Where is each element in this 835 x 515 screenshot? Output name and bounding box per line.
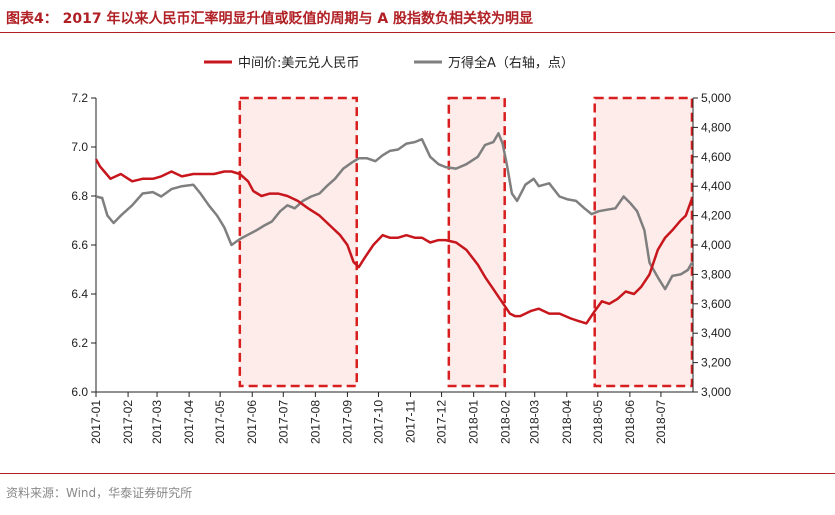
x-tick-label: 2017-10 <box>371 400 385 444</box>
legend-label-cny: 中间价:美元兑人民币 <box>238 56 359 71</box>
right-tick-label: 4,600 <box>701 150 731 164</box>
right-tick-label: 3,600 <box>701 297 731 311</box>
x-tick-label: 2017-11 <box>404 400 418 443</box>
right-tick-label: 4,000 <box>701 238 731 252</box>
x-tick-label: 2017-09 <box>340 400 354 444</box>
legend: 中间价:美元兑人民币 万得全A（右轴，点） <box>204 55 574 71</box>
left-tick-label: 6.8 <box>71 189 88 203</box>
right-tick-label: 4,800 <box>701 120 731 134</box>
x-tick-label: 2018-06 <box>623 400 637 444</box>
right-tick-label: 3,000 <box>701 385 731 399</box>
x-tick-label: 2018-02 <box>499 400 513 444</box>
right-tick-label: 4,400 <box>701 179 731 193</box>
left-tick-label: 7.0 <box>71 140 88 154</box>
right-tick-label: 5,000 <box>701 91 731 105</box>
right-tick-label: 4,200 <box>701 209 731 223</box>
highlight-box-2 <box>447 96 506 388</box>
legend-label-index: 万得全A（右轴，点） <box>448 55 574 71</box>
x-tick-label: 2017-04 <box>182 400 196 444</box>
figure-title: 图表4： 2017 年以来人民币汇率明显升值或贬值的周期与 A 股指数负相关较为… <box>6 11 534 27</box>
source-note: 资料来源：Wind，华泰证券研究所 <box>6 486 193 500</box>
right-tick-label: 3,400 <box>701 326 731 340</box>
tick-labels: 6.0 6.2 6.4 6.6 6.8 7.0 7.2 3,000 3,200 3,400 3,60… <box>71 91 731 444</box>
x-tick-label: 2017-05 <box>213 400 227 444</box>
x-tick-label: 2017-07 <box>276 400 290 444</box>
x-tick-label: 2017-03 <box>150 400 164 444</box>
x-tick-label: 2018-05 <box>591 400 605 444</box>
title-rule <box>0 32 835 33</box>
highlight-box-3 <box>593 96 694 388</box>
left-tick-label: 7.2 <box>71 91 88 105</box>
x-tick-label: 2018-03 <box>528 400 542 444</box>
x-tick-label: 2018-07 <box>654 400 668 444</box>
source-rule <box>0 473 835 474</box>
left-tick-label: 6.2 <box>71 336 88 350</box>
x-tick-label: 2017-08 <box>308 400 322 444</box>
series-line-cny <box>94 158 694 325</box>
highlight-box-1 <box>238 96 358 388</box>
x-tick-label: 2017-12 <box>435 400 449 444</box>
left-tick-label: 6.6 <box>71 238 88 252</box>
highlight-periods <box>238 96 694 388</box>
series-lines <box>94 132 694 325</box>
x-tick-label: 2017-01 <box>89 400 103 444</box>
left-tick-label: 6.0 <box>71 385 88 399</box>
x-tick-label: 2017-02 <box>121 400 135 444</box>
series-line-index <box>95 132 694 291</box>
left-tick-label: 6.4 <box>71 287 88 301</box>
right-tick-label: 3,800 <box>701 267 731 281</box>
x-tick-label: 2018-04 <box>560 400 574 444</box>
x-tick-label: 2017-06 <box>245 400 259 444</box>
x-tick-label: 2018-01 <box>467 400 481 444</box>
right-tick-label: 3,200 <box>701 356 731 370</box>
